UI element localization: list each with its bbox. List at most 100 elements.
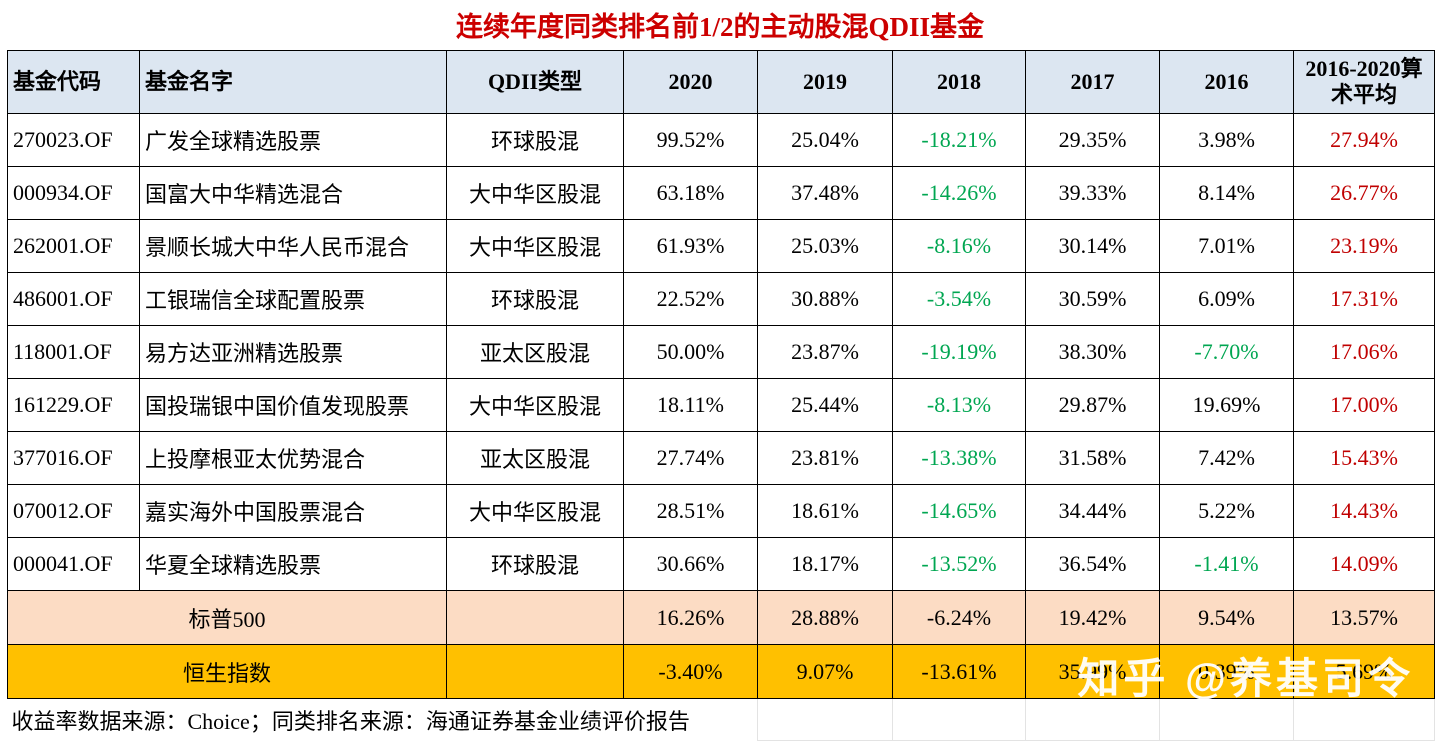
index-name-cell: 恒生指数 [7, 644, 447, 699]
return-cell: -14.65% [892, 484, 1026, 538]
qdii-type-cell: 环球股混 [446, 537, 624, 591]
return-cell: 31.58% [1025, 431, 1160, 485]
fund-name-cell: 广发全球精选股票 [139, 113, 447, 167]
col-header-qdii-type: QDII类型 [446, 50, 624, 114]
fund-name-cell: 景顺长城大中华人民币混合 [139, 219, 447, 273]
qdii-type-cell: 环球股混 [446, 272, 624, 326]
col-header-2018: 2018 [892, 50, 1026, 114]
footer-empty-cell [757, 698, 893, 741]
table-footer: 收益率数据来源：Choice；同类排名来源：海通证券基金业绩评价报告 [7, 698, 1435, 741]
index-return-cell: 28.88% [757, 590, 893, 645]
return-cell: 15.43% [1293, 431, 1435, 485]
qdii-type-cell: 大中华区股混 [446, 378, 624, 432]
footnote-row: 收益率数据来源：Choice；同类排名来源：海通证券基金业绩评价报告 [7, 698, 1435, 741]
fund-code-cell: 118001.OF [7, 325, 140, 379]
return-cell: 8.14% [1159, 166, 1294, 220]
qdii-type-cell: 大中华区股混 [446, 166, 624, 220]
fund-code-cell: 377016.OF [7, 431, 140, 485]
page-title: 连续年度同类排名前1/2的主动股混QDII基金 [455, 12, 984, 42]
index-name-cell: 标普500 [7, 590, 447, 645]
return-cell: 39.33% [1025, 166, 1160, 220]
return-cell: 38.30% [1025, 325, 1160, 379]
fund-row: 118001.OF 易方达亚洲精选股票 亚太区股混 50.00% 23.87% -19.1… [7, 325, 1435, 379]
fund-row: 377016.OF 上投摩根亚太优势混合 亚太区股混 27.74% 23.81% -13.… [7, 431, 1435, 485]
fund-name-cell: 嘉实海外中国股票混合 [139, 484, 447, 538]
fund-code-cell: 000934.OF [7, 166, 140, 220]
return-cell: 34.44% [1025, 484, 1160, 538]
fund-code-cell: 270023.OF [7, 113, 140, 167]
index-return-cell: 13.57% [1293, 590, 1435, 645]
hang-seng-row: 恒生指数 -3.40% 9.07% -13.61% 35.99% 0.39% 5.69% [7, 644, 1435, 699]
footer-empty-cell [892, 698, 1026, 741]
index-return-cell: 9.07% [757, 644, 893, 699]
return-cell: 17.00% [1293, 378, 1435, 432]
fund-row: 486001.OF 工银瑞信全球配置股票 环球股混 22.52% 30.88% -3.54… [7, 272, 1435, 326]
footer-empty-cell [1293, 698, 1435, 741]
table-header: 基金代码 基金名字 QDII类型 2020 2019 2018 2017 201… [7, 50, 1435, 114]
return-cell: 30.66% [623, 537, 758, 591]
return-cell: 30.59% [1025, 272, 1160, 326]
return-cell: 37.48% [757, 166, 893, 220]
index-return-cell: -6.24% [892, 590, 1026, 645]
fund-name-cell: 国富大中华精选混合 [139, 166, 447, 220]
col-header-fund-name: 基金名字 [139, 50, 447, 114]
fund-code-cell: 486001.OF [7, 272, 140, 326]
return-cell: -7.70% [1159, 325, 1294, 379]
index-return-cell: 35.99% [1025, 644, 1160, 699]
table-body: 270023.OF 广发全球精选股票 环球股混 99.52% 25.04% -18.21%… [7, 113, 1435, 699]
return-cell: 26.77% [1293, 166, 1435, 220]
fund-code-cell: 161229.OF [7, 378, 140, 432]
fund-returns-table: 基金代码 基金名字 QDII类型 2020 2019 2018 2017 201… [7, 50, 1435, 741]
return-cell: 30.14% [1025, 219, 1160, 273]
col-header-fund-code: 基金代码 [7, 50, 140, 114]
return-cell: 17.31% [1293, 272, 1435, 326]
sp500-row: 标普500 16.26% 28.88% -6.24% 19.42% 9.54% 13.57% [7, 590, 1435, 645]
return-cell: 28.51% [623, 484, 758, 538]
index-return-cell: 0.39% [1159, 644, 1294, 699]
return-cell: 18.11% [623, 378, 758, 432]
return-cell: -13.38% [892, 431, 1026, 485]
footnote: 收益率数据来源：Choice；同类排名来源：海通证券基金业绩评价报告 [7, 698, 758, 741]
return-cell: 7.42% [1159, 431, 1294, 485]
index-return-cell: -13.61% [892, 644, 1026, 699]
fund-name-cell: 工银瑞信全球配置股票 [139, 272, 447, 326]
fund-row: 000041.OF 华夏全球精选股票 环球股混 30.66% 18.17% -13.52%… [7, 537, 1435, 591]
return-cell: 29.35% [1025, 113, 1160, 167]
return-cell: 19.69% [1159, 378, 1294, 432]
return-cell: 23.19% [1293, 219, 1435, 273]
return-cell: -18.21% [892, 113, 1026, 167]
index-empty-cell [446, 590, 624, 645]
return-cell: 36.54% [1025, 537, 1160, 591]
col-header-2017: 2017 [1025, 50, 1160, 114]
return-cell: 6.09% [1159, 272, 1294, 326]
index-return-cell: 19.42% [1025, 590, 1160, 645]
col-header-average: 2016-2020算术平均 [1293, 50, 1435, 114]
return-cell: 5.22% [1159, 484, 1294, 538]
return-cell: 63.18% [623, 166, 758, 220]
col-header-2019: 2019 [757, 50, 893, 114]
return-cell: 27.94% [1293, 113, 1435, 167]
return-cell: 22.52% [623, 272, 758, 326]
return-cell: 25.04% [757, 113, 893, 167]
qdii-type-cell: 亚太区股混 [446, 325, 624, 379]
fund-name-cell: 国投瑞银中国价值发现股票 [139, 378, 447, 432]
col-header-2020: 2020 [623, 50, 758, 114]
return-cell: 7.01% [1159, 219, 1294, 273]
return-cell: -8.13% [892, 378, 1026, 432]
return-cell: 14.43% [1293, 484, 1435, 538]
fund-row: 070012.OF 嘉实海外中国股票混合 大中华区股混 28.51% 18.61% -14… [7, 484, 1435, 538]
return-cell: 61.93% [623, 219, 758, 273]
return-cell: 18.17% [757, 537, 893, 591]
return-cell: 18.61% [757, 484, 893, 538]
return-cell: -14.26% [892, 166, 1026, 220]
return-cell: 27.74% [623, 431, 758, 485]
return-cell: 29.87% [1025, 378, 1160, 432]
qdii-type-cell: 亚太区股混 [446, 431, 624, 485]
return-cell: 25.03% [757, 219, 893, 273]
return-cell: -8.16% [892, 219, 1026, 273]
return-cell: -19.19% [892, 325, 1026, 379]
fund-name-cell: 易方达亚洲精选股票 [139, 325, 447, 379]
qdii-type-cell: 大中华区股混 [446, 219, 624, 273]
fund-row: 161229.OF 国投瑞银中国价值发现股票 大中华区股混 18.11% 25.44% -… [7, 378, 1435, 432]
return-cell: 50.00% [623, 325, 758, 379]
